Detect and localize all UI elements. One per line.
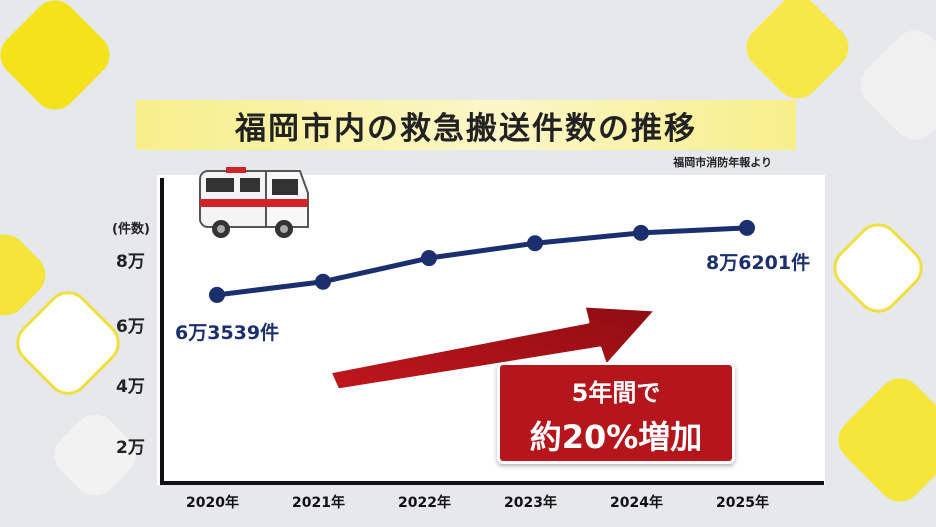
data-point xyxy=(633,224,649,241)
y-tick-label: 8万 xyxy=(116,252,145,272)
ambulance-icon xyxy=(199,167,309,238)
data-point xyxy=(739,219,755,236)
y-tick-label: 2万 xyxy=(116,438,145,458)
x-tick-label: 2022年 xyxy=(398,495,451,511)
data-point xyxy=(527,235,543,252)
x-axis xyxy=(160,481,824,485)
y-axis xyxy=(160,178,164,484)
last-data-label: 8万6201件 xyxy=(706,252,811,274)
y-tick-label: 6万 xyxy=(116,317,145,337)
data-point xyxy=(421,250,437,267)
data-point xyxy=(209,286,225,303)
y-tick-label: 4万 xyxy=(116,377,145,397)
increase-callout: 5年間で 約20%増加 xyxy=(497,362,735,464)
title-banner: 福岡市内の救急搬送件数の推移 xyxy=(136,100,796,150)
x-tick-label: 2025年 xyxy=(716,495,769,511)
x-tick-label: 2023年 xyxy=(504,495,557,511)
first-data-label: 6万3539件 xyxy=(175,322,280,344)
callout-line1: 5年間で xyxy=(571,379,661,407)
x-tick-label: 2021年 xyxy=(292,495,345,511)
up-arrow-icon xyxy=(328,304,658,390)
callout-line2: 約20%増加 xyxy=(529,418,703,456)
y-axis-unit: (件数) xyxy=(112,222,150,237)
x-tick-label: 2020年 xyxy=(186,495,239,511)
source-note: 福岡市消防年報より xyxy=(673,156,772,169)
x-tick-label: 2024年 xyxy=(610,495,663,511)
series-line xyxy=(216,225,748,298)
chart-title: 福岡市内の救急搬送件数の推移 xyxy=(235,110,697,147)
data-point xyxy=(315,273,331,290)
